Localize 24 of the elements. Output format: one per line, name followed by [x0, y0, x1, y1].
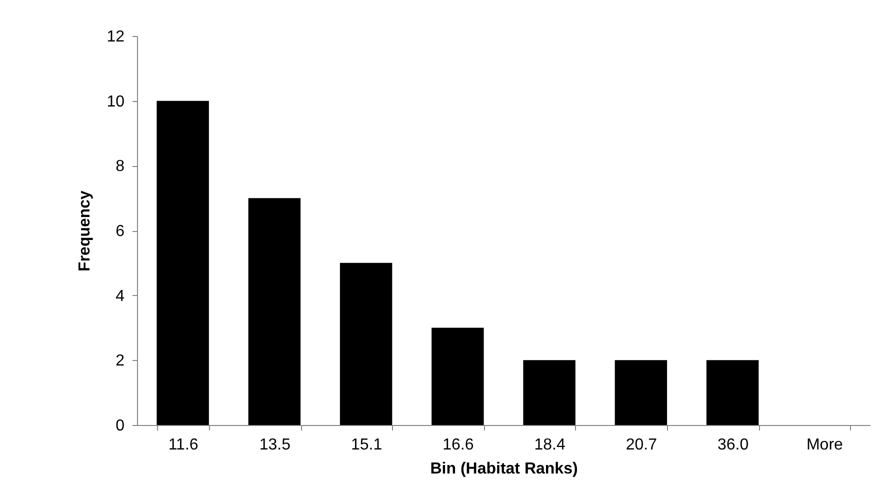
x-tick-label: 11.6	[168, 436, 198, 454]
y-tick-label: 12	[106, 28, 125, 46]
y-tick-label: 8	[116, 158, 125, 176]
x-axis-title: Bin (Habitat Ranks)	[430, 460, 578, 478]
x-tick-label: More	[806, 436, 844, 454]
y-tick-label: 6	[116, 223, 125, 240]
x-tick-label: 18.4	[534, 436, 566, 454]
bar	[248, 198, 301, 425]
y-tick-label: 4	[116, 288, 125, 305]
bar	[340, 262, 392, 425]
y-tick-label: 2	[116, 352, 125, 370]
bar	[706, 360, 759, 425]
x-tick-label: 36.0	[717, 436, 749, 454]
x-tick-label: 20.7	[626, 436, 658, 454]
bar	[523, 360, 576, 425]
x-tick-label: 16.6	[442, 436, 474, 454]
bar	[156, 100, 209, 425]
y-axis-title: Frequency	[76, 190, 94, 272]
x-tick-label: 15.1	[350, 436, 382, 454]
x-tick-label: 13.5	[259, 436, 291, 454]
y-tick-label: 10	[106, 93, 125, 110]
bar	[614, 360, 668, 425]
y-tick-label: 0	[116, 418, 125, 434]
bar	[432, 328, 484, 425]
